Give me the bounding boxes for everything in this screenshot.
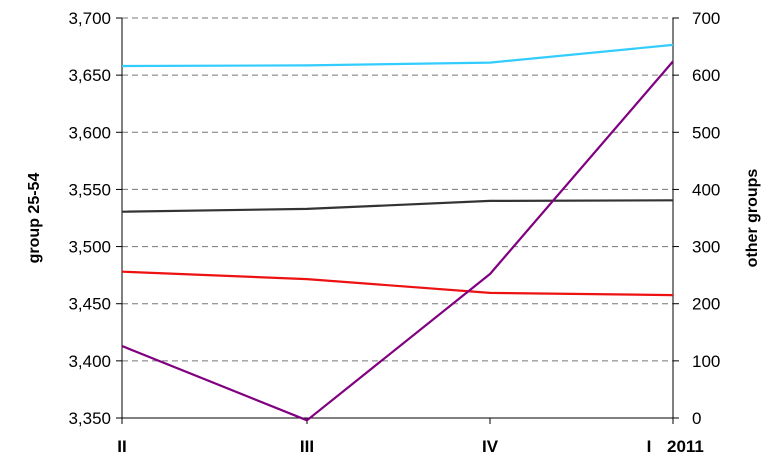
series-lines bbox=[121, 43, 674, 422]
right-tick-label: 400 bbox=[692, 180, 720, 199]
left-tick-label: 3,500 bbox=[68, 238, 111, 257]
series-line-2 bbox=[121, 199, 674, 213]
x-axis-ticks: II III IV I bbox=[117, 418, 674, 456]
gridlines bbox=[122, 17, 673, 362]
x-tick-label: III bbox=[300, 437, 314, 456]
series-line-4 bbox=[121, 60, 674, 422]
left-axis-ticks: 3,350 3,400 3,450 3,500 3,550 3,600 3,650 3,700 bbox=[68, 9, 122, 428]
right-tick-label: 600 bbox=[692, 66, 720, 85]
right-tick-label: 100 bbox=[692, 352, 720, 371]
left-tick-label: 3,700 bbox=[68, 9, 111, 28]
x-tick-label: I bbox=[647, 437, 652, 456]
left-tick-label: 3,400 bbox=[68, 352, 111, 371]
right-tick-label: 300 bbox=[692, 238, 720, 257]
x-tick-label: IV bbox=[482, 437, 499, 456]
x-year-label: 2011 bbox=[667, 437, 704, 456]
right-tick-label: 200 bbox=[692, 295, 720, 314]
left-tick-label: 3,600 bbox=[68, 123, 111, 142]
series-line-1 bbox=[121, 43, 674, 68]
axes bbox=[121, 18, 674, 419]
right-axis-ticks: 0 100 200 300 400 500 600 700 bbox=[673, 9, 720, 428]
right-tick-label: 700 bbox=[692, 9, 720, 28]
right-tick-label: 0 bbox=[692, 409, 701, 428]
left-tick-label: 3,450 bbox=[68, 295, 111, 314]
left-tick-label: 3,650 bbox=[68, 66, 111, 85]
left-tick-label: 3,350 bbox=[68, 409, 111, 428]
x-tick-label: II bbox=[117, 437, 126, 456]
right-axis-title: other groups bbox=[744, 169, 761, 268]
right-tick-label: 500 bbox=[692, 123, 720, 142]
left-axis-title: group 25-54 bbox=[26, 173, 43, 264]
series-line-3 bbox=[121, 270, 674, 297]
left-tick-label: 3,550 bbox=[68, 180, 111, 199]
